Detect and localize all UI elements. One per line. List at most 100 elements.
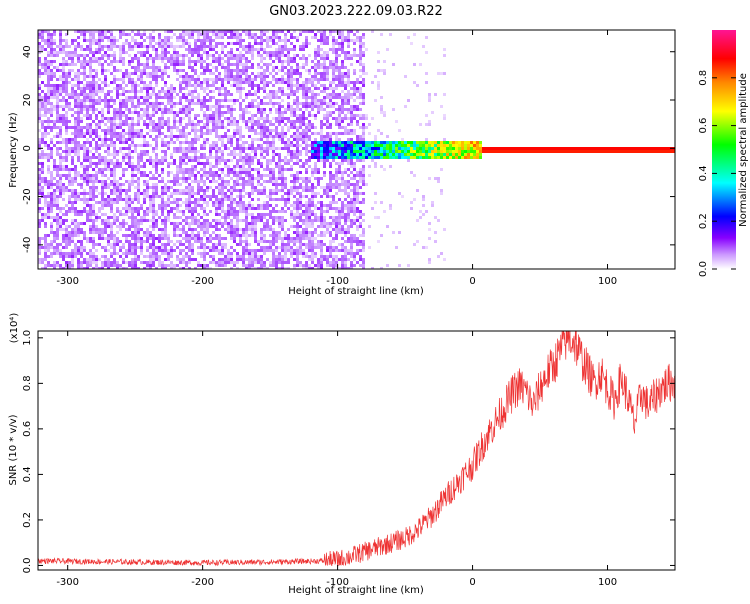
heatmap-cell [68, 261, 71, 264]
heatmap-cell [110, 72, 113, 75]
heatmap-cell [56, 198, 59, 201]
heatmap-cell [248, 144, 251, 147]
heatmap-cell [179, 216, 182, 219]
heatmap-cell [260, 216, 263, 219]
heatmap-cell [221, 192, 224, 195]
heatmap-cell [308, 210, 311, 213]
heatmap-cell [74, 63, 77, 66]
heatmap-cell [170, 45, 173, 48]
heatmap-cell [137, 117, 140, 120]
heatmap-cell [101, 99, 104, 102]
heatmap-cell [308, 240, 311, 243]
heatmap-cell [215, 228, 218, 231]
heatmap-cell [140, 75, 143, 78]
heatmap-cell [239, 126, 242, 129]
heatmap-cell [104, 225, 107, 228]
heatmap-cell [314, 126, 317, 129]
heatmap-cell [296, 162, 299, 165]
heatmap-cell [107, 234, 110, 237]
heatmap-cell [140, 252, 143, 255]
heatmap-cell [125, 123, 128, 126]
heatmap-cell [251, 189, 254, 192]
heatmap-cell [203, 126, 206, 129]
heatmap-cell [218, 75, 221, 78]
heatmap-cell [101, 219, 104, 222]
heatmap-cell [293, 174, 296, 177]
heatmap-cell [83, 54, 86, 57]
heatmap-cell [146, 207, 149, 210]
heatmap-cell [293, 36, 296, 39]
heatmap-cell [122, 30, 125, 33]
heatmap-cell [86, 93, 89, 96]
heatmap-cell [107, 240, 110, 243]
heatmap-cell [128, 108, 131, 111]
heatmap-cell [269, 54, 272, 57]
heatmap-cell [179, 33, 182, 36]
heatmap-cell [83, 63, 86, 66]
heatmap-cell [56, 150, 59, 153]
heatmap-cell [263, 108, 266, 111]
heatmap-cell [224, 135, 227, 138]
heatmap-cell [65, 264, 68, 267]
heatmap-cell [152, 246, 155, 249]
heatmap-cell [320, 129, 323, 132]
heatmap-cell [140, 204, 143, 207]
heatmap-cell [287, 144, 290, 147]
heatmap-cell [230, 258, 233, 261]
heatmap-cell [251, 66, 254, 69]
heatmap-cell [275, 90, 278, 93]
heatmap-cell [50, 87, 53, 90]
heatmap-cell [146, 36, 149, 39]
heatmap-cell [197, 123, 200, 126]
heatmap-cell [152, 216, 155, 219]
heatmap-cell [179, 204, 182, 207]
heatmap-cell [140, 45, 143, 48]
heatmap-cell [239, 45, 242, 48]
heatmap-cell [245, 222, 248, 225]
heatmap-cell [164, 54, 167, 57]
heatmap-cell [278, 177, 281, 180]
heatmap-cell [158, 42, 161, 45]
heatmap-cell [119, 195, 122, 198]
heatmap-cell [188, 261, 191, 264]
heatmap-cell [53, 189, 56, 192]
heatmap-cell [98, 207, 101, 210]
heatmap-cell [245, 141, 248, 144]
heatmap-cell [101, 183, 104, 186]
heatmap-cell [227, 252, 230, 255]
heatmap-cell [290, 114, 293, 117]
heatmap-cell [50, 210, 53, 213]
heatmap-cell [284, 234, 287, 237]
heatmap-cell [230, 267, 233, 269]
heatmap-cell [221, 144, 224, 147]
heatmap-cell [302, 135, 305, 138]
heatmap-cell [257, 162, 260, 165]
heatmap-cell [62, 219, 65, 222]
heatmap-cell [233, 102, 236, 105]
heatmap-cell [134, 246, 137, 249]
heatmap-cell [119, 57, 122, 60]
heatmap-cell [257, 249, 260, 252]
heatmap-cell [188, 174, 191, 177]
heatmap-cell [251, 213, 254, 216]
heatmap-cell [200, 99, 203, 102]
heatmap-cell [77, 102, 80, 105]
heatmap-cell [230, 159, 233, 162]
heatmap-cell [308, 90, 311, 93]
heatmap-cell [89, 156, 92, 159]
heatmap-cell [296, 66, 299, 69]
heatmap-cell [206, 66, 209, 69]
heatmap-cell [89, 198, 92, 201]
heatmap-cell [71, 51, 74, 54]
heatmap-cell [227, 135, 230, 138]
heatmap-cell [254, 36, 257, 39]
heatmap-cell [131, 141, 134, 144]
heatmap-cell [104, 183, 107, 186]
heatmap-cell [308, 150, 311, 153]
heatmap-cell [170, 264, 173, 267]
heatmap-cell [119, 78, 122, 81]
heatmap-cell [131, 237, 134, 240]
heatmap-cell [158, 96, 161, 99]
heatmap-cell [149, 186, 152, 189]
heatmap-cell [281, 228, 284, 231]
